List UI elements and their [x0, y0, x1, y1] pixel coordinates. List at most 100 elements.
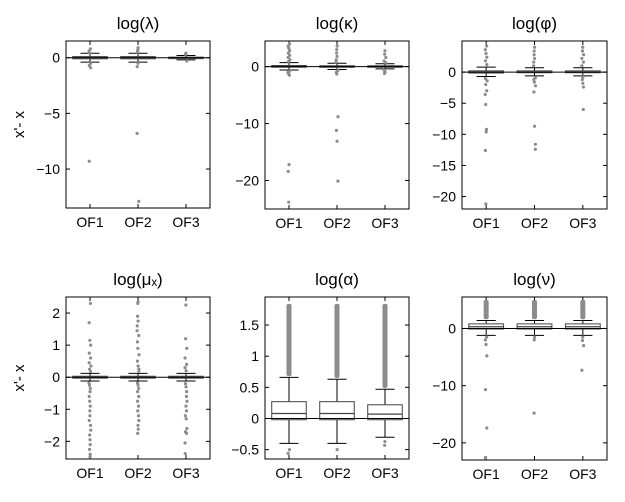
subplot-6: log(ν) 0 −10 −20 OF1 OF2 OF3	[432, 270, 608, 482]
y-tick-label: 2	[52, 305, 60, 321]
outlier-point	[183, 382, 188, 386]
outlier-point	[136, 431, 140, 435]
outlier-point	[581, 60, 586, 64]
outlier-point	[581, 45, 585, 49]
outlier-point	[533, 142, 538, 146]
outlier-point	[137, 199, 141, 203]
outlier-point	[581, 335, 585, 339]
subplot-title: log(μₓ)	[113, 270, 162, 289]
outlier-band	[334, 303, 340, 378]
outlier-point	[184, 303, 188, 307]
outlier-point	[335, 139, 339, 143]
outlier-point	[532, 60, 536, 64]
outlier-point	[136, 319, 140, 323]
outlier-point	[137, 394, 141, 399]
outlier-point	[334, 51, 339, 55]
outlier-point	[135, 65, 139, 69]
outlier-point	[484, 342, 488, 347]
outlier-point	[136, 301, 140, 306]
outlier-point	[184, 409, 189, 413]
subplot-4: log(μₓ) x'- x 2 1 0 −1 −2 OF1 OF2 OF3	[11, 270, 211, 481]
outlier-point	[336, 179, 340, 183]
outlier-point	[334, 58, 338, 62]
outlier-point	[582, 53, 586, 57]
outlier-point	[580, 49, 585, 53]
x-tick-label: OF2	[124, 214, 151, 230]
outlier-point	[185, 362, 189, 366]
outlier-band	[382, 303, 388, 388]
outlier-point	[287, 162, 291, 167]
outlier-point	[580, 338, 585, 343]
outlier-point	[88, 51, 92, 55]
y-tick-label: −20	[432, 435, 456, 451]
outlier-point	[183, 414, 187, 418]
outlier-point	[88, 433, 92, 437]
outlier-point	[184, 394, 189, 399]
outlier-point	[183, 365, 187, 370]
y-tick-label: −10	[432, 378, 456, 394]
outlier-point	[484, 202, 488, 206]
outlier-point	[136, 364, 140, 368]
y-tick-label: −20	[432, 189, 456, 205]
outlier-point	[135, 131, 139, 136]
outlier-point	[384, 55, 388, 60]
outlier-point	[485, 335, 489, 339]
outlier-point	[484, 102, 488, 107]
y-tick-label: 0	[448, 64, 456, 80]
outlier-point	[484, 82, 488, 87]
outlier-point	[485, 426, 489, 430]
outlier-point	[89, 66, 93, 70]
subplot-title: log(ν)	[513, 270, 556, 289]
outlier-point	[135, 314, 140, 318]
x-tick-label: OF2	[521, 215, 548, 231]
outlier-point	[184, 417, 188, 421]
outlier-point	[532, 80, 536, 84]
outlier-point	[136, 346, 140, 350]
outlier-point	[87, 418, 91, 423]
outlier-point	[384, 61, 388, 65]
outlier-point	[184, 404, 188, 408]
outlier-point	[335, 44, 339, 48]
outlier-point	[483, 388, 488, 392]
subplot-2: log(κ) 0 −10 −20 OF1 OF2 OF3	[235, 14, 410, 231]
outlier-point	[87, 394, 91, 399]
outlier-point	[137, 367, 141, 371]
outlier-point	[286, 55, 290, 60]
outlier-point	[531, 64, 536, 68]
subplot-title: log(κ)	[316, 14, 359, 33]
outlier-point	[88, 455, 92, 459]
outlier-point	[484, 51, 488, 56]
x-tick-label: OF3	[569, 215, 596, 231]
y-tick-label: −5	[44, 105, 60, 121]
y-tick-label: 1	[52, 337, 60, 353]
outlier-point	[89, 356, 93, 360]
outlier-point	[485, 89, 489, 93]
outlier-point	[382, 71, 387, 76]
outlier-point	[335, 72, 339, 76]
y-tick-label: −5	[440, 95, 456, 111]
outlier-point	[383, 49, 387, 53]
outlier-point	[184, 52, 188, 56]
outlier-point	[88, 409, 92, 413]
outlier-point	[136, 61, 140, 65]
y-tick-label: −10	[36, 161, 60, 177]
outlier-point	[485, 79, 489, 83]
outlier-point	[185, 59, 189, 63]
y-tick-label: 1.5	[240, 317, 260, 333]
outlier-point	[287, 448, 292, 452]
y-tick-label: −10	[432, 126, 456, 142]
outlier-point	[335, 47, 339, 52]
outlier-point	[88, 301, 93, 306]
outlier-point	[581, 85, 586, 89]
outlier-point	[136, 414, 141, 418]
subplot-title: log(α)	[315, 270, 359, 289]
outlier-point	[136, 390, 140, 394]
outlier-point	[87, 361, 91, 365]
y-tick-label: 0	[52, 369, 60, 385]
outlier-point	[580, 56, 584, 61]
outlier-point	[88, 386, 92, 391]
y-tick-label: −15	[432, 157, 456, 173]
outlier-point	[137, 386, 141, 391]
outlier-point	[532, 90, 536, 94]
outlier-band	[532, 299, 537, 320]
